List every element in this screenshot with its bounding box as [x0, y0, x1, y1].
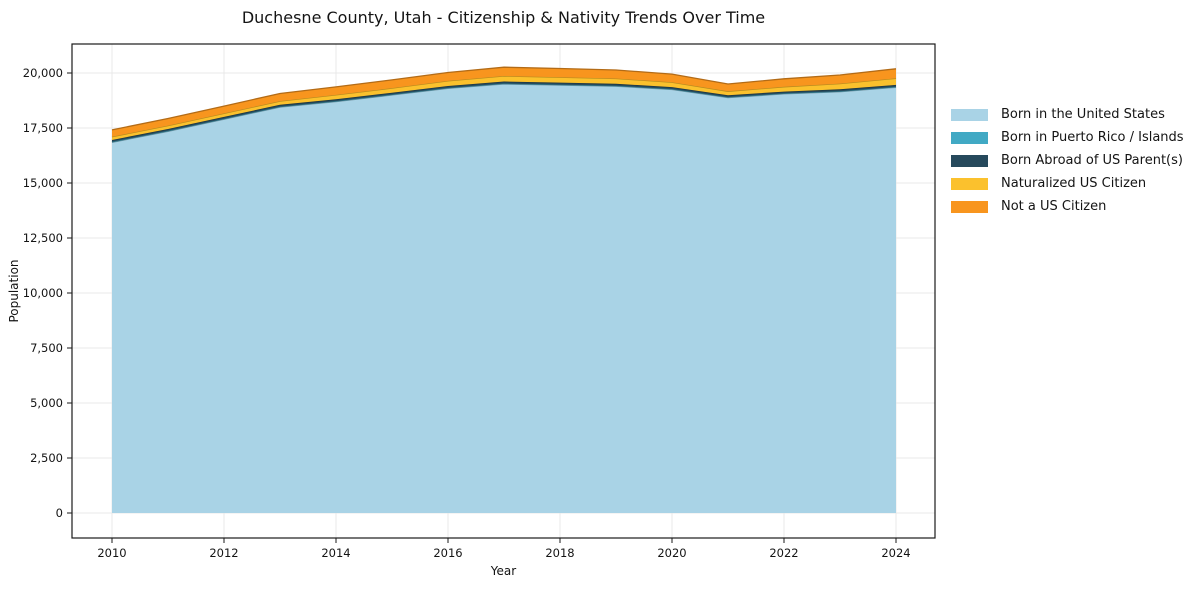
legend-label: Born in Puerto Rico / Islands: [1001, 130, 1184, 145]
legend-swatch: [951, 108, 988, 121]
legend: Born in the United States Born in Puerto …: [951, 108, 1184, 213]
y-tick-label: 10,000: [23, 286, 63, 300]
x-tick-label: 2022: [769, 546, 798, 560]
x-tick-label: 2010: [97, 546, 126, 560]
legend-label: Naturalized US Citizen: [1001, 176, 1147, 191]
legend-swatch: [951, 200, 988, 213]
y-tick-label: 0: [56, 506, 63, 520]
plot-border: [71, 43, 936, 539]
legend-swatch: [951, 154, 988, 167]
y-tick-label: 15,000: [23, 176, 63, 190]
legend-item: Born in the United States: [951, 108, 1184, 121]
y-tick-label: 17,500: [23, 121, 63, 135]
x-tick-label: 2012: [209, 546, 238, 560]
x-tick-label: 2024: [881, 546, 910, 560]
x-axis-label: Year: [490, 564, 517, 578]
legend-item: Born in Puerto Rico / Islands: [951, 131, 1184, 144]
legend-label: Not a US Citizen: [1001, 199, 1107, 214]
area-band-edge: [111, 66, 897, 131]
legend-item: Not a US Citizen: [951, 200, 1184, 213]
legend-label: Born in the United States: [1001, 107, 1165, 122]
y-tick-label: 2,500: [30, 451, 63, 465]
legend-swatch: [951, 177, 988, 190]
y-tick-label: 20,000: [23, 66, 63, 80]
y-tick-label: 12,500: [23, 231, 63, 245]
legend-label: Born Abroad of US Parent(s): [1001, 153, 1183, 168]
area-band: [112, 84, 896, 513]
y-tick-label: 7,500: [30, 341, 63, 355]
legend-swatch: [951, 131, 988, 144]
chart-title: Duchesne County, Utah - Citizenship & Na…: [241, 8, 766, 27]
legend-item: Born Abroad of US Parent(s): [951, 154, 1184, 167]
legend-item: Naturalized US Citizen: [951, 177, 1184, 190]
x-tick-label: 2020: [657, 546, 686, 560]
area-band: [112, 67, 896, 137]
stacked-areas: [111, 66, 897, 513]
axis-ticks: 0 2,500 5,000 7,500 10,000 12,500 15,000 17,500…: [23, 66, 911, 560]
x-tick-label: 2018: [545, 546, 574, 560]
x-tick-label: 2014: [321, 546, 350, 560]
y-tick-label: 5,000: [30, 396, 63, 410]
x-tick-label: 2016: [433, 546, 462, 560]
